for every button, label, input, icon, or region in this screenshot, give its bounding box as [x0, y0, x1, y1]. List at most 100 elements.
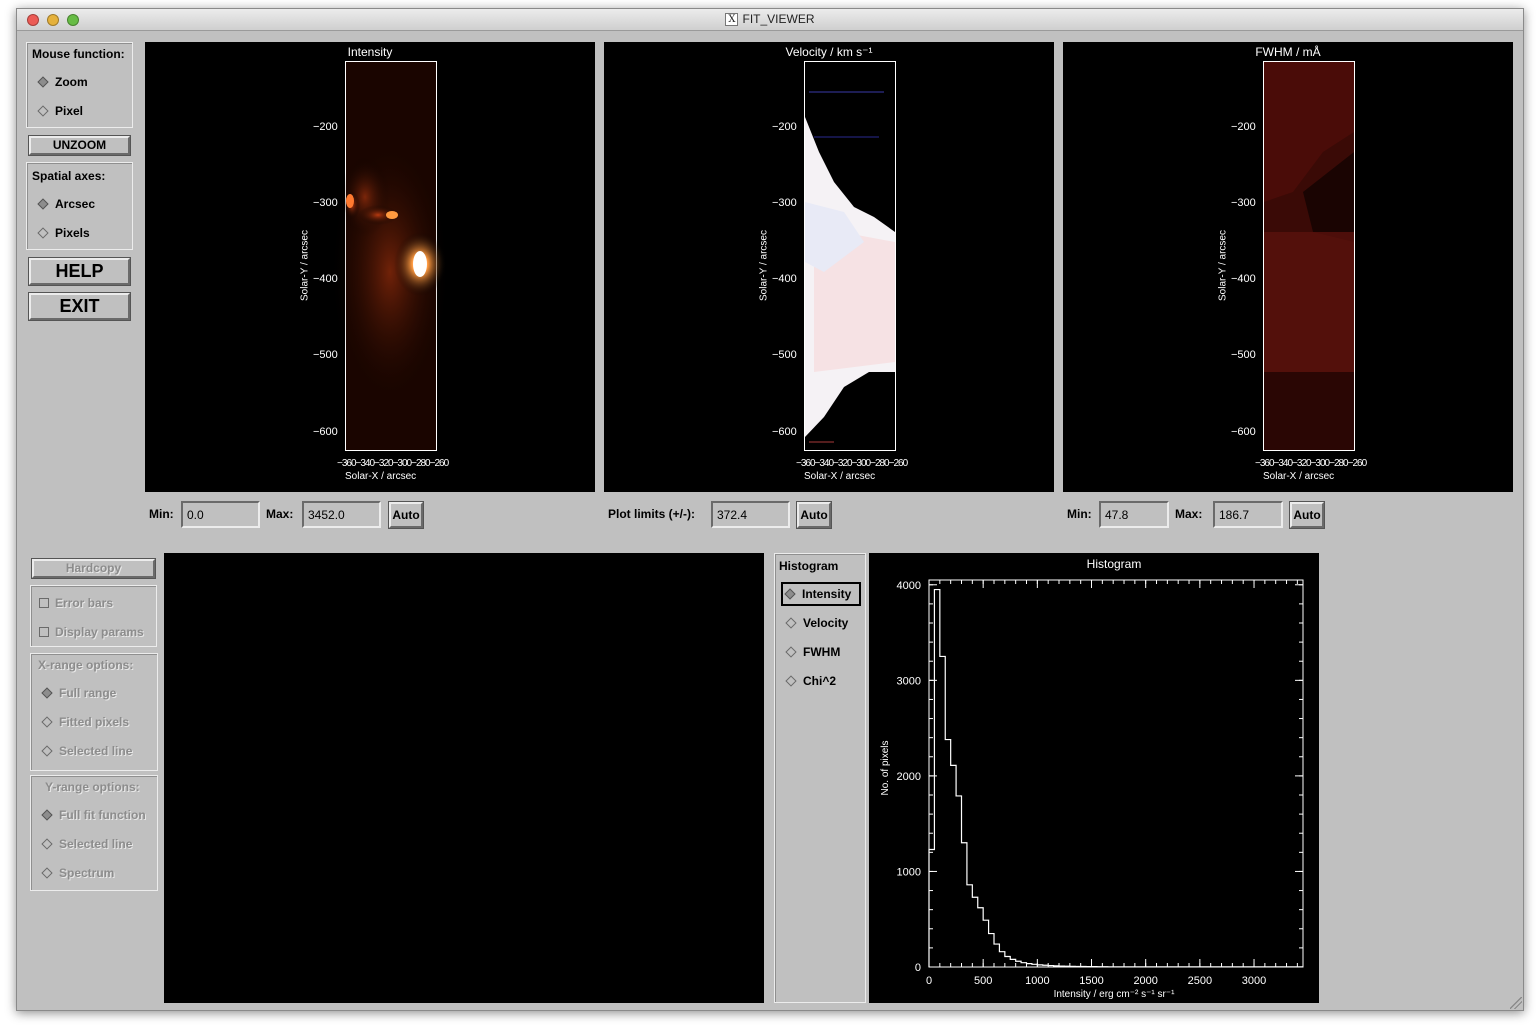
- histogram-y-axis-label: No. of pixels: [880, 740, 891, 795]
- radio-indicator: [41, 745, 53, 757]
- y-tick: −300: [772, 197, 797, 209]
- mouse-function-label: Mouse function:: [32, 47, 125, 61]
- error-bars-label: Error bars: [55, 596, 114, 610]
- radio-selected-line-y[interactable]: Selected line: [41, 837, 132, 851]
- y-tick-label: 0: [915, 962, 921, 974]
- radio-pixel-label: Pixel: [55, 104, 84, 118]
- x-tick-label: 0: [926, 975, 932, 987]
- intensity-auto-button[interactable]: Auto: [388, 501, 424, 529]
- radio-full-range[interactable]: Full range: [41, 686, 116, 700]
- histogram-title: Histogram: [1087, 557, 1142, 571]
- y-range-label: Y-range options:: [45, 780, 140, 794]
- radio-pixel[interactable]: Pixel: [37, 104, 83, 118]
- histogram-options-group: Histogram Intensity Velocity FWHM Chi^2: [774, 553, 866, 1003]
- radio-hist-intensity[interactable]: Intensity: [781, 582, 861, 606]
- fwhm-min-field[interactable]: 47.8: [1099, 501, 1169, 528]
- intensity-map-panel[interactable]: Intensity Solar-Y / arcsec −200 −300 −40…: [145, 42, 595, 492]
- fwhm-min-label: Min:: [1067, 507, 1092, 521]
- velocity-limits-field[interactable]: 372.4: [711, 501, 790, 528]
- velocity-map-title: Velocity / km s⁻¹: [785, 45, 873, 59]
- radio-spectrum[interactable]: Spectrum: [41, 866, 114, 880]
- unzoom-button[interactable]: UNZOOM: [28, 135, 131, 156]
- y-tick: −300: [1231, 197, 1256, 209]
- radio-spectrum-label: Spectrum: [59, 866, 115, 880]
- y-tick: −600: [313, 426, 338, 438]
- radio-pixels-label: Pixels: [55, 226, 90, 240]
- title-bar: X FIT_VIEWER: [17, 9, 1523, 31]
- radio-indicator: [785, 646, 797, 658]
- hardcopy-button[interactable]: Hardcopy: [31, 558, 156, 579]
- spectrum-plot-area[interactable]: [164, 553, 764, 1003]
- x11-icon: X: [725, 13, 739, 27]
- x-ticks: −360−340−320−300−280−260: [1255, 458, 1367, 469]
- y-tick-label: 2000: [897, 771, 921, 783]
- close-window-button[interactable]: [27, 14, 39, 26]
- x-tick-label: 1500: [1079, 975, 1103, 987]
- fwhm-auto-button[interactable]: Auto: [1289, 501, 1325, 529]
- error-bars-checkbox[interactable]: Error bars: [39, 596, 113, 610]
- radio-zoom[interactable]: Zoom: [37, 75, 88, 89]
- display-params-label: Display params: [55, 625, 144, 639]
- radio-hist-fwhm[interactable]: FWHM: [785, 645, 840, 659]
- intensity-image: [330, 62, 450, 450]
- velocity-map-frame: [804, 61, 896, 451]
- fwhm-x-axis-label: Solar-X / arcsec: [1263, 471, 1335, 482]
- histogram-series: [928, 588, 1303, 968]
- window-resize-handle[interactable]: [1510, 997, 1522, 1009]
- velocity-auto-button[interactable]: Auto: [796, 501, 832, 529]
- x-ticks: −360−340−320−300−280−260: [796, 458, 908, 469]
- y-tick: −400: [313, 273, 338, 285]
- velocity-map-panel[interactable]: Velocity / km s⁻¹ Solar-Y / arcsec −200 …: [604, 42, 1054, 492]
- y-tick-label: 4000: [897, 580, 921, 592]
- y-tick-label: 1000: [897, 866, 921, 878]
- radio-indicator: [784, 588, 796, 600]
- radio-selected-line-x-label: Selected line: [59, 744, 133, 758]
- intensity-x-axis-label: Solar-X / arcsec: [345, 471, 417, 482]
- radio-hist-velocity-label: Velocity: [803, 616, 849, 630]
- intensity-max-field[interactable]: 3452.0: [302, 501, 381, 528]
- fwhm-map-frame: [1263, 61, 1355, 451]
- intensity-min-label: Min:: [149, 507, 174, 521]
- radio-selected-line-x[interactable]: Selected line: [41, 744, 132, 758]
- intensity-min-field[interactable]: 0.0: [181, 501, 260, 528]
- radio-fitted-pixels-label: Fitted pixels: [59, 715, 130, 729]
- radio-hist-fwhm-label: FWHM: [803, 645, 841, 659]
- histogram-plot-panel[interactable]: Histogram Intensity / erg cm⁻² s⁻¹ sr⁻¹ …: [869, 553, 1319, 1003]
- intensity-max-label: Max:: [266, 507, 294, 521]
- radio-selected-line-y-label: Selected line: [59, 837, 133, 851]
- intensity-y-axis-label: Solar-Y / arcsec: [299, 230, 311, 301]
- y-tick: −300: [313, 197, 338, 209]
- radio-hist-intensity-label: Intensity: [802, 587, 852, 601]
- fit-viewer-window: X FIT_VIEWER Mouse function: Zoom Pixel U…: [16, 8, 1524, 1011]
- x-tick-label: 1000: [1025, 975, 1049, 987]
- y-tick: −600: [772, 426, 797, 438]
- velocity-limits-label: Plot limits (+/-):: [608, 507, 695, 521]
- display-params-checkbox[interactable]: Display params: [39, 625, 144, 639]
- radio-zoom-label: Zoom: [55, 75, 88, 89]
- zoom-window-button[interactable]: [67, 14, 79, 26]
- radio-indicator: [41, 716, 53, 728]
- exit-button[interactable]: EXIT: [28, 292, 131, 321]
- radio-arcsec[interactable]: Arcsec: [37, 197, 95, 211]
- fwhm-image: [1264, 62, 1354, 450]
- radio-pixels[interactable]: Pixels: [37, 226, 90, 240]
- radio-indicator: [41, 687, 53, 699]
- fwhm-max-field[interactable]: 186.7: [1213, 501, 1283, 528]
- radio-hist-chi2[interactable]: Chi^2: [785, 674, 836, 688]
- x-tick-label: 3000: [1242, 975, 1266, 987]
- radio-fitted-pixels[interactable]: Fitted pixels: [41, 715, 129, 729]
- histogram-options-label: Histogram: [779, 559, 839, 573]
- minimize-window-button[interactable]: [47, 14, 59, 26]
- help-button[interactable]: HELP: [28, 257, 131, 286]
- y-range-group: Y-range options: Full fit function Selec…: [30, 775, 158, 891]
- radio-full-fit-function[interactable]: Full fit function: [41, 808, 146, 822]
- radio-hist-velocity[interactable]: Velocity: [785, 616, 848, 630]
- radio-indicator: [37, 76, 49, 88]
- fwhm-map-panel[interactable]: FWHM / mÅ Solar-Y / arcsec −200 −300 −40…: [1063, 42, 1513, 492]
- radio-indicator: [37, 198, 49, 210]
- radio-arcsec-label: Arcsec: [55, 197, 96, 211]
- mouse-function-group: Mouse function: Zoom Pixel: [26, 42, 133, 128]
- radio-indicator: [37, 227, 49, 239]
- spectrum-options-group: Error bars Display params: [30, 585, 157, 647]
- y-tick: −200: [772, 121, 797, 133]
